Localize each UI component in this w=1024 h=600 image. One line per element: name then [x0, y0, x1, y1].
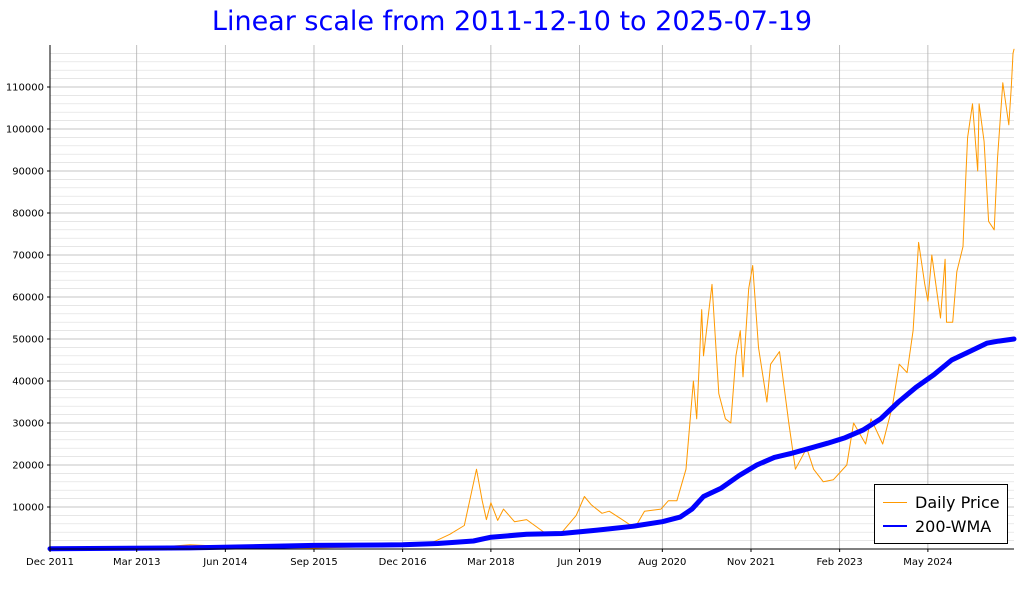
legend-entry-daily-price: Daily Price	[883, 491, 1000, 513]
y-tick-label: 40000	[12, 377, 44, 388]
y-tick-label: 50000	[12, 335, 44, 346]
x-tick-label: Aug 2020	[638, 557, 686, 568]
x-tick-label: May 2024	[903, 557, 952, 568]
x-tick-label: Jun 2019	[556, 557, 601, 568]
y-tick-label: 20000	[12, 461, 44, 472]
x-tick-label: Nov 2021	[727, 557, 775, 568]
x-tick-label: Jun 2014	[202, 557, 247, 568]
y-tick-label: 80000	[12, 209, 44, 220]
y-tick-label: 10000	[12, 503, 44, 514]
y-tick-label: 30000	[12, 419, 44, 430]
series-layer	[47, 48, 1017, 552]
x-tick-label: Mar 2018	[467, 557, 515, 568]
y-tick-label: 110000	[6, 83, 44, 94]
legend-swatch-daily-price	[883, 501, 907, 503]
legend-swatch-200-wma	[883, 525, 907, 527]
x-tick-label: Feb 2023	[816, 557, 862, 568]
minor-gridlines	[50, 53, 1014, 541]
x-tick-label: Dec 2011	[26, 557, 74, 568]
axes	[47, 45, 1014, 552]
wma-200-line	[47, 336, 1017, 552]
tick-labels: 10000 20000 30000 40000 50000 60000 70000 80000…	[6, 83, 953, 569]
legend: Daily Price 200-WMA	[874, 484, 1008, 544]
x-tick-label: Sep 2015	[290, 557, 337, 568]
legend-label-200-wma: 200-WMA	[915, 516, 992, 536]
y-tick-label: 70000	[12, 251, 44, 262]
y-tick-label: 100000	[6, 125, 44, 136]
daily-price-line	[49, 48, 1015, 550]
y-tick-label: 60000	[12, 293, 44, 304]
legend-label-daily-price: Daily Price	[915, 492, 1000, 512]
x-tick-label: Mar 2013	[113, 557, 161, 568]
x-tick-label: Dec 2016	[379, 557, 427, 568]
chart-title: Linear scale from 2011-12-10 to 2025-07-…	[211, 6, 813, 37]
legend-entry-200-wma: 200-WMA	[883, 515, 991, 537]
y-tick-label: 90000	[12, 167, 44, 178]
